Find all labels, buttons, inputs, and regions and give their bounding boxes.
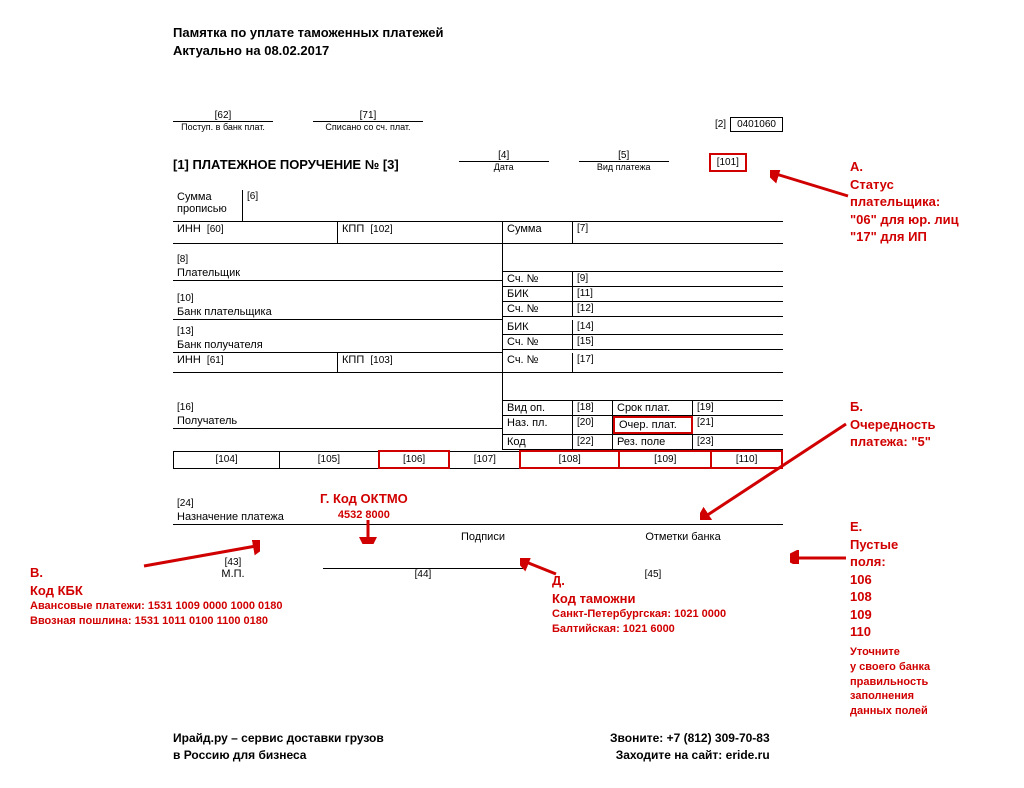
footer-left: Ирайд.ру – сервис доставки грузов в Росс… [173, 730, 384, 764]
field-102: [102] [370, 224, 392, 235]
bik-label: БИК [507, 288, 529, 300]
field-62-label: Поступ. в банк плат. [173, 122, 273, 132]
bank-pol-label: Банк получателя [173, 338, 502, 353]
callout-d: Д. Код таможни Санкт-Петербургская: 1021… [552, 572, 726, 637]
arrow-a [770, 170, 852, 200]
otmetki-label: Отметки банка [583, 531, 783, 543]
field-15: [15] [573, 335, 598, 349]
kpp-label: КПП [342, 223, 364, 235]
field-4: [4] [459, 150, 549, 161]
field-17: [17] [573, 353, 598, 372]
header-line2: Актуально на 08.02.2017 [173, 42, 443, 60]
sch-no-label: Сч. № [507, 273, 538, 285]
arrow-e [790, 550, 850, 564]
field-109: [109] [619, 451, 711, 468]
callout-b: Б. Очередность платежа: "5" [850, 398, 936, 451]
callout-v: В. Код КБК Авансовые платежи: 1531 1009 … [30, 564, 282, 629]
field-6: [6] [243, 190, 262, 221]
field-22: [22] [573, 435, 613, 449]
field-20: [20] [573, 416, 613, 434]
arrow-d [520, 558, 560, 578]
field-62: [62] [173, 110, 273, 121]
field-106: [106] [379, 451, 450, 468]
callout-a: А. Статус плательщика: "06" для юр. лиц … [850, 158, 959, 246]
summa-label: Сумма [507, 223, 542, 235]
field-5-label: Вид платежа [579, 162, 669, 172]
platelshik-label: Плательщик [173, 266, 502, 281]
field-8: [8] [173, 244, 502, 266]
nazn-label: Назначение платежа [173, 510, 783, 525]
bank-plat-label: Банк плательщика [173, 305, 502, 320]
callout-e: Е. Пустые поля: 106 108 109 110 Уточните… [850, 518, 930, 719]
poluchatel-label: Получатель [173, 414, 502, 429]
payment-form: [62] Поступ. в банк плат. [71] Списано с… [173, 110, 783, 580]
field-5: [5] [579, 150, 669, 161]
field-14: [14] [573, 320, 598, 334]
header-line1: Памятка по уплате таможенных платежей [173, 24, 443, 42]
summa-prop-label: Сумма прописью [177, 191, 227, 215]
field-24: [24] [173, 497, 783, 510]
field-2: [2] [715, 119, 726, 130]
field-13: [13] [173, 320, 502, 338]
field-71: [71] [313, 110, 423, 121]
codes-row: [104] [105] [106] [107] [108] [109] [110… [173, 450, 783, 469]
field-108: [108] [520, 451, 619, 468]
field-103: [103] [370, 355, 392, 366]
field-44: [44] [323, 569, 523, 580]
field-10: [10] [173, 287, 502, 305]
field-16: [16] [173, 401, 502, 414]
field-60: [60] [207, 224, 224, 235]
field-2-value: 0401060 [730, 117, 783, 132]
field-12: [12] [573, 302, 598, 316]
form-title: [1] ПЛАТЕЖНОЕ ПОРУЧЕНИЕ № [3] [173, 157, 399, 172]
field-71-label: Списано со сч. плат. [313, 122, 423, 132]
arrow-v [140, 540, 260, 570]
field-9: [9] [573, 272, 592, 286]
field-105: [105] [280, 451, 379, 468]
field-104: [104] [174, 451, 280, 468]
arrow-b [700, 420, 850, 520]
arrow-g [358, 518, 378, 544]
footer-right: Звоните: +7 (812) 309-70-83 Заходите на … [610, 730, 770, 764]
field-18: [18] [573, 401, 613, 415]
field-11: [11] [573, 287, 597, 301]
field-101: [101] [709, 153, 747, 172]
field-7: [7] [573, 222, 592, 243]
inn-label: ИНН [177, 223, 201, 235]
field-61: [61] [207, 355, 224, 366]
field-107: [107] [449, 451, 520, 468]
field-4-label: Дата [459, 162, 549, 172]
doc-header: Памятка по уплате таможенных платежей Ак… [173, 24, 443, 60]
field-19: [19] [693, 401, 718, 415]
podpisi-label: Подписи [383, 531, 583, 543]
